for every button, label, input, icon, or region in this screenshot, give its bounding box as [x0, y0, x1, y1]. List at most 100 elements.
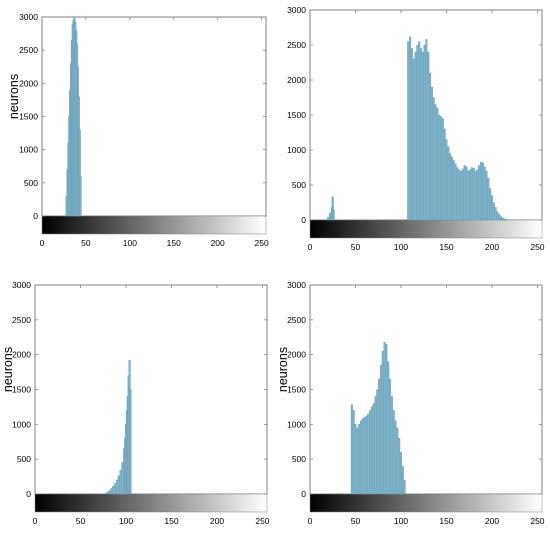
histogram-bar — [414, 51, 417, 221]
y-tick-label: 2500 — [12, 315, 31, 325]
x-tick-label: 50 — [351, 516, 361, 526]
histogram-bar — [374, 396, 377, 495]
histogram-bar — [396, 427, 399, 495]
y-tick-label: 3000 — [12, 280, 31, 290]
x-tick-label: 0 — [308, 516, 313, 526]
y-tick-label: 0 — [33, 211, 38, 221]
x-tick-label: 250 — [255, 238, 269, 248]
histogram-bar — [485, 170, 488, 221]
histogram-bar — [390, 396, 393, 495]
histogram-panel-2: 0 500 1000 1500 2000 2500 3000 0 50 100 150 200 250 — [287, 5, 545, 252]
histogram-bar — [409, 36, 412, 221]
histogram-bar — [398, 438, 401, 495]
x-tick-label: 150 — [439, 516, 453, 526]
histogram-bar — [436, 107, 439, 221]
histogram-bar — [387, 361, 390, 495]
y-tick-label: 1500 — [19, 112, 38, 122]
y-tick-label: 0 — [26, 489, 31, 499]
plot-area — [309, 284, 543, 495]
grayscale-colorbar — [41, 215, 267, 235]
histogram-bar — [381, 351, 384, 495]
histogram-bar — [439, 116, 443, 221]
histogram-bar — [467, 170, 470, 221]
histogram-bar — [470, 167, 473, 221]
histogram-bar — [117, 475, 120, 495]
y-tick-label: 1000 — [287, 145, 306, 155]
histogram-bar — [383, 341, 386, 495]
histogram-bar — [332, 209, 335, 221]
histogram-bar — [389, 378, 392, 495]
x-tick-label: 250 — [530, 516, 544, 526]
histogram-bar — [367, 413, 370, 495]
x-tick-label: 50 — [351, 242, 361, 252]
y-tick-label: 2000 — [12, 350, 31, 360]
histogram-bar — [454, 163, 457, 221]
x-tick-label: 200 — [211, 238, 225, 248]
y-axis-label: neurons — [1, 347, 15, 392]
histogram-bar — [496, 211, 499, 221]
histogram-bar — [441, 118, 444, 221]
histogram-bar — [443, 128, 446, 221]
histogram-bar — [489, 188, 492, 221]
histogram-bar — [369, 410, 372, 495]
histogram-bar — [352, 410, 355, 495]
y-tick-label: 500 — [292, 180, 306, 190]
histogram-bar — [458, 169, 461, 221]
histogram-panel-4: 0 500 1000 1500 2000 2500 3000 0 50 100 150 200 250 n… — [276, 280, 545, 526]
histogram-bar — [481, 162, 484, 221]
histogram-bar — [119, 470, 122, 495]
y-tick-label: 3000 — [19, 12, 38, 22]
histogram-bar — [421, 51, 424, 221]
y-axis-label: neurons — [276, 347, 290, 392]
histogram-bar — [465, 166, 468, 221]
y-tick-label: 2500 — [19, 45, 38, 55]
histogram-bar — [365, 415, 368, 495]
histogram-bar — [501, 217, 504, 221]
histogram-bar — [423, 44, 426, 221]
x-tick-label: 150 — [167, 238, 181, 248]
histogram-bar — [505, 219, 508, 221]
y-tick-label: 3000 — [287, 280, 306, 290]
grayscale-colorbar — [309, 219, 543, 239]
histogram-bar — [106, 491, 109, 495]
histogram-bar — [416, 44, 419, 221]
histogram-bar — [358, 424, 361, 495]
histogram-bar — [480, 161, 483, 221]
y-tick-label: 2000 — [287, 75, 306, 85]
histogram-bar — [445, 139, 448, 221]
histogram-bar — [115, 479, 118, 495]
histogram-bar — [460, 170, 463, 221]
x-tick-label: 150 — [439, 242, 453, 252]
x-tick-label: 50 — [76, 516, 86, 526]
histogram-bar — [108, 490, 111, 495]
histogram-bar — [376, 389, 379, 495]
histogram-bar — [474, 170, 477, 221]
y-tick-label: 1500 — [287, 385, 306, 395]
histogram-bar — [359, 420, 362, 495]
histogram-bar — [104, 492, 107, 495]
histogram-bar — [490, 195, 493, 221]
y-axis-label: neurons — [7, 74, 21, 119]
histogram-bar — [407, 41, 410, 221]
x-tick-label: 250 — [530, 242, 544, 252]
y-tick-label: 2000 — [19, 78, 38, 88]
histogram-bar — [399, 452, 402, 495]
histogram-bar — [503, 218, 506, 221]
histogram-bar — [327, 217, 330, 221]
histogram-bar — [370, 406, 373, 495]
y-tick-label: 1500 — [287, 110, 306, 120]
x-tick-label: 100 — [123, 238, 137, 248]
x-tick-label: 200 — [485, 242, 499, 252]
y-tick-label: 500 — [24, 178, 38, 188]
histogram-bar — [429, 72, 432, 221]
histogram-bar — [378, 378, 381, 495]
histogram-bar — [434, 104, 437, 221]
histogram-bar — [412, 58, 415, 221]
histogram-bar — [487, 177, 490, 221]
y-tick-label: 1000 — [12, 419, 31, 429]
histogram-bar — [79, 176, 82, 217]
y-tick-label: 500 — [292, 454, 306, 464]
histogram-bar — [472, 168, 475, 221]
histogram-bar — [401, 465, 404, 495]
